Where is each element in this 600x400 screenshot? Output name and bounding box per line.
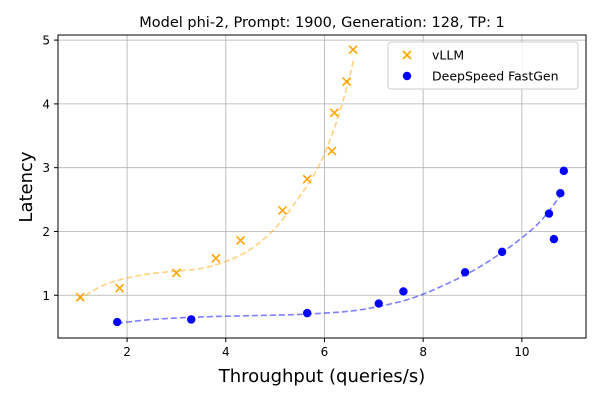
data-point-series-1 bbox=[460, 268, 470, 277]
legend-items: vLLM DeepSpeed FastGen bbox=[402, 48, 559, 84]
chart-legend: vLLM DeepSpeed FastGen bbox=[387, 41, 579, 90]
data-point-series-1 bbox=[374, 299, 383, 308]
y-tick-label: 2 bbox=[42, 225, 50, 239]
data-point-series-1 bbox=[399, 287, 408, 296]
plot-area-frame bbox=[57, 34, 587, 339]
legend-marker-1 bbox=[402, 71, 412, 81]
x-tick-label: 2 bbox=[123, 345, 131, 359]
data-point-series-1 bbox=[549, 234, 559, 244]
data-point-series-1 bbox=[187, 315, 196, 324]
legend-box bbox=[387, 41, 579, 90]
data-point-series-0 bbox=[236, 235, 246, 245]
data-point-series-0 bbox=[115, 283, 125, 293]
y-axis-title: Latency bbox=[16, 151, 37, 222]
y-tick-label: 4 bbox=[42, 97, 50, 111]
legend-label-1: DeepSpeed FastGen bbox=[432, 69, 559, 84]
y-axis-ticks: 1 2 3 4 5 bbox=[42, 34, 58, 303]
legend-label-0: vLLM bbox=[432, 48, 464, 63]
data-point-series-1 bbox=[113, 317, 122, 327]
x-axis-ticks: 2 4 6 8 10 bbox=[123, 338, 529, 359]
grid-lines bbox=[58, 35, 586, 338]
x-axis-title: Throughput (queries/s) bbox=[218, 366, 426, 387]
x-tick-label: 6 bbox=[321, 345, 329, 359]
data-point-series-0 bbox=[171, 268, 181, 278]
y-tick-label: 5 bbox=[42, 34, 50, 48]
data-points bbox=[75, 45, 568, 327]
legend-marker-0 bbox=[402, 50, 412, 60]
data-point-series-1 bbox=[544, 209, 554, 218]
x-tick-label: 10 bbox=[514, 345, 529, 359]
data-point-series-1 bbox=[497, 247, 507, 257]
data-point-series-0 bbox=[277, 205, 288, 215]
data-point-series-1 bbox=[302, 308, 312, 318]
data-point-series-0 bbox=[75, 292, 85, 302]
data-point-series-1 bbox=[556, 188, 565, 198]
trend-lines bbox=[77, 57, 562, 325]
chart-title: Model phi-2, Prompt: 1900, Generation: 1… bbox=[139, 15, 504, 31]
data-point-series-0 bbox=[348, 45, 358, 55]
data-point-series-0 bbox=[211, 253, 221, 263]
data-point-series-0 bbox=[302, 174, 312, 184]
y-tick-label: 3 bbox=[42, 161, 50, 175]
trend-line-1 bbox=[117, 193, 562, 325]
data-point-series-0 bbox=[327, 146, 337, 156]
x-tick-label: 8 bbox=[419, 345, 427, 359]
y-tick-label: 1 bbox=[42, 289, 50, 303]
trend-line-0 bbox=[77, 57, 355, 302]
data-point-series-0 bbox=[329, 108, 339, 118]
x-tick-label: 4 bbox=[222, 345, 230, 359]
data-point-series-0 bbox=[342, 77, 352, 87]
data-point-series-1 bbox=[559, 166, 568, 176]
